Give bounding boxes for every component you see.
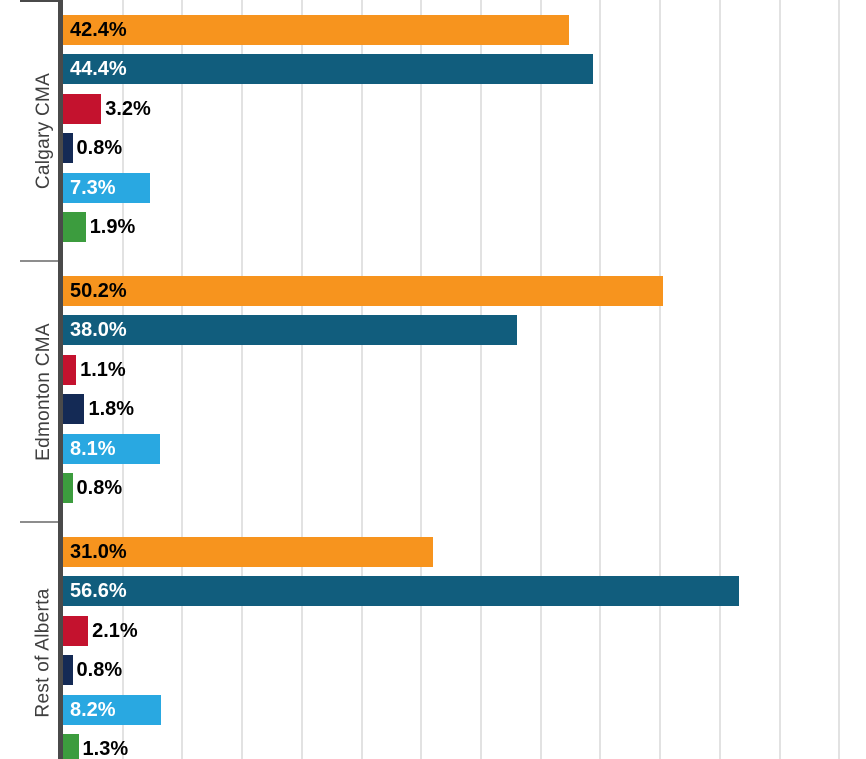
category-boundary-tick [20, 521, 58, 523]
bar-series-2-teal[interactable] [63, 576, 740, 606]
bar-series-5-light-blue[interactable] [63, 434, 160, 464]
category-boundary-tick [20, 260, 58, 262]
x-gridline [121, 0, 124, 759]
bar-value-label: 42.4% [70, 19, 127, 41]
x-gridline [778, 0, 781, 759]
x-gridline [480, 0, 483, 759]
bar-series-1-orange[interactable] [63, 276, 663, 306]
bar-series-4-navy[interactable] [63, 394, 85, 424]
bar-value-label: 8.1% [70, 438, 116, 460]
bar-value-label: 8.2% [70, 699, 116, 721]
bar-value-label: 44.4% [70, 58, 127, 80]
bar-series-1-orange[interactable] [63, 537, 434, 567]
bar-value-label: 38.0% [70, 319, 127, 341]
bar-value-label: 1.8% [88, 398, 135, 420]
bar-series-5-light-blue[interactable] [63, 173, 151, 203]
bar-value-label: 2.1% [92, 620, 138, 642]
x-gridline [659, 0, 662, 759]
category-label-wrap: Rest of Alberta [26, 522, 62, 759]
category-group: Edmonton CMA 50.2% 38.0% 1.1% 1.8% 8.1% 0.8% [0, 260, 866, 522]
x-gridline [360, 0, 363, 759]
bar-value-label: 50.2% [70, 280, 127, 302]
x-gridline [539, 0, 542, 759]
bar-value-label: 1.1% [80, 359, 126, 381]
bar-value-label: 0.8% [76, 659, 123, 681]
bar-value-label: 1.3% [82, 738, 129, 759]
category-group: Calgary CMA 42.4% 44.4% 3.2% 0.8% 7.3% 1.9% [0, 0, 866, 261]
x-gridline [300, 0, 303, 759]
x-gridline [599, 0, 602, 759]
bar-value-label: 7.3% [70, 177, 116, 199]
x-gridline [241, 0, 244, 759]
bar-series-3-red[interactable] [63, 94, 102, 124]
bar-series-4-navy[interactable] [63, 133, 73, 163]
bar-series-3-red[interactable] [63, 355, 77, 385]
bar-value-label: 3.2% [105, 98, 151, 120]
bar-series-6-green[interactable] [63, 473, 73, 503]
category-label-wrap: Calgary CMA [26, 0, 62, 261]
x-gridline [181, 0, 184, 759]
bar-series-5-light-blue[interactable] [63, 695, 161, 725]
bar-series-1-orange[interactable] [63, 15, 570, 45]
bar-value-label: 0.8% [76, 137, 123, 159]
x-gridline [420, 0, 423, 759]
category-label: Calgary CMA [33, 72, 54, 189]
category-label-wrap: Edmonton CMA [26, 261, 62, 522]
bar-series-2-teal[interactable] [63, 54, 594, 84]
x-gridline [718, 0, 721, 759]
y-axis-line [58, 0, 63, 759]
bar-series-4-navy[interactable] [63, 655, 73, 685]
bar-value-label: 0.8% [76, 477, 123, 499]
bar-series-6-green[interactable] [63, 212, 86, 242]
bar-value-label: 31.0% [70, 541, 127, 563]
bar-series-3-red[interactable] [63, 616, 89, 646]
category-boundary-tick [20, 0, 58, 2]
bar-series-2-teal[interactable] [63, 315, 517, 345]
category-group: Rest of Alberta 31.0% 56.6% 2.1% 0.8% 8.2% 1.3… [0, 521, 866, 759]
x-gridline [838, 0, 841, 759]
bar-series-6-green[interactable] [63, 734, 79, 759]
bar-value-label: 56.6% [70, 580, 127, 602]
category-label: Rest of Alberta [33, 587, 54, 718]
category-label: Edmonton CMA [33, 322, 54, 461]
bar-value-label: 1.9% [89, 216, 136, 238]
